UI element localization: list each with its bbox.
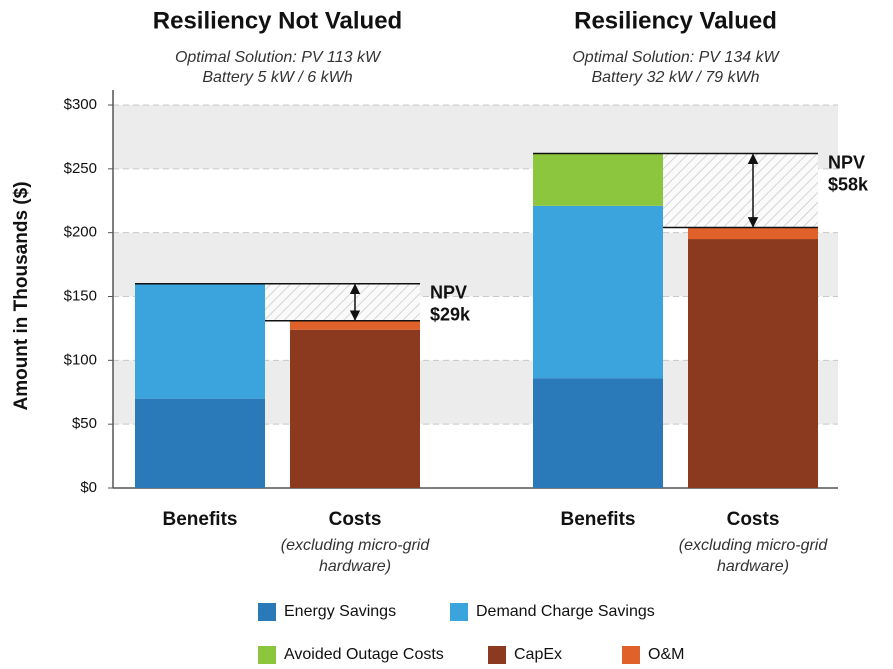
- y-tick-label: $300: [64, 96, 97, 113]
- category-note: (excluding micro-grid: [679, 537, 829, 554]
- y-tick-label: $100: [64, 351, 97, 368]
- npv-label: NPV: [828, 152, 865, 172]
- y-tick-label: $150: [64, 287, 97, 304]
- group-subtitle: Battery 32 kW / 79 kWh: [591, 69, 759, 86]
- npv-hatch: [663, 153, 818, 228]
- legend-swatch: [450, 603, 468, 621]
- npv-value: $58k: [828, 174, 869, 194]
- x-tick-label: Benefits: [561, 509, 636, 530]
- category-note: (excluding micro-grid: [281, 537, 431, 554]
- bar-segment: [290, 329, 420, 488]
- category-note: hardware): [319, 558, 391, 575]
- legend-swatch: [622, 646, 640, 664]
- bar-segment: [688, 239, 818, 488]
- x-tick-label: Costs: [727, 509, 780, 530]
- group-subtitle: Optimal Solution: PV 113 kW: [175, 49, 382, 66]
- bar-segment: [533, 378, 663, 488]
- legend-label: Demand Charge Savings: [476, 603, 655, 620]
- legend-label: CapEx: [514, 646, 562, 663]
- group-title: Resiliency Not Valued: [153, 7, 402, 34]
- legend-swatch: [258, 646, 276, 664]
- bar-segment: [533, 205, 663, 379]
- group-subtitle: Optimal Solution: PV 134 kW: [572, 49, 780, 66]
- bar-segment: [290, 320, 420, 330]
- group-title: Resiliency Valued: [574, 7, 777, 34]
- npv-label: NPV: [430, 282, 467, 302]
- y-tick-label: $0: [80, 479, 97, 496]
- legend-label: Energy Savings: [284, 603, 396, 620]
- bar-segment: [533, 153, 663, 206]
- bar-segment: [135, 398, 265, 488]
- x-tick-label: Benefits: [163, 509, 238, 530]
- legend-label: Avoided Outage Costs: [284, 646, 444, 663]
- legend-swatch: [258, 603, 276, 621]
- legend-label: O&M: [648, 646, 684, 663]
- y-tick-label: $250: [64, 160, 97, 177]
- category-note: hardware): [717, 558, 789, 575]
- x-tick-label: Costs: [329, 509, 382, 530]
- y-axis-label: Amount in Thousands ($): [11, 181, 32, 410]
- npv-hatch: [265, 283, 420, 321]
- npv-value: $29k: [430, 304, 471, 324]
- legend-swatch: [488, 646, 506, 664]
- bar-segment: [135, 283, 265, 399]
- y-tick-label: $200: [64, 224, 97, 241]
- group-subtitle: Battery 5 kW / 6 kWh: [202, 69, 352, 86]
- bar-segment: [688, 227, 818, 240]
- y-tick-label: $50: [72, 415, 97, 432]
